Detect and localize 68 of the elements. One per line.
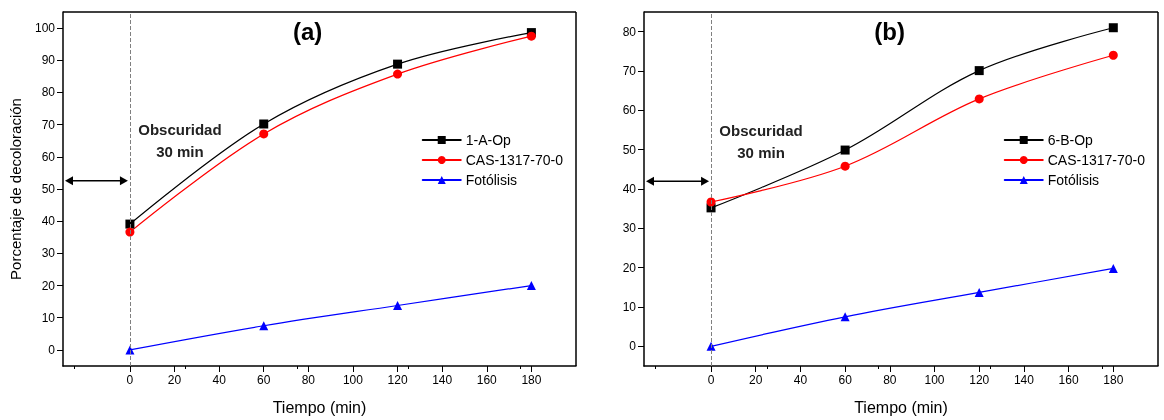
point — [1108, 23, 1118, 33]
y-tick-label: 40 — [622, 182, 637, 196]
legend-label: CAS-1317-70-0 — [1047, 152, 1146, 168]
point — [974, 94, 984, 104]
point — [393, 59, 403, 69]
x-tick-label: 20 — [749, 373, 763, 387]
y-tick-label: 0 — [629, 339, 637, 354]
x-tick-label: 160 — [1058, 373, 1079, 387]
point — [840, 161, 850, 171]
x-tick-label: 80 — [883, 373, 897, 387]
x-tick-label: 20 — [167, 373, 182, 387]
y-tick-label: 50 — [622, 142, 637, 157]
x-tick-label: 80 — [301, 373, 316, 387]
y-tick-label: 40 — [41, 214, 56, 229]
y-tick-label: 70 — [622, 64, 637, 78]
x-tick-label: 60 — [838, 373, 853, 387]
y-tick-label: 30 — [622, 221, 637, 236]
chart-title: (b) — [874, 17, 905, 45]
x-tick-label: 140 — [1013, 373, 1035, 387]
y-tick-label: 20 — [622, 260, 637, 275]
y-tick-label: 70 — [41, 117, 56, 132]
point — [259, 129, 269, 139]
point — [393, 301, 403, 310]
x-tick-label: 40 — [793, 373, 808, 387]
point — [840, 145, 850, 155]
y-tick-label: 80 — [622, 24, 637, 39]
annotation: Obscuridad 30 min — [719, 121, 803, 161]
annotation: Obscuridad 30 min — [138, 121, 222, 161]
legend-label: Fotólisis — [465, 172, 518, 188]
point — [1108, 263, 1118, 273]
x-tick-label: 100 — [924, 373, 945, 387]
x-tick-label: 40 — [212, 373, 227, 387]
point — [393, 69, 403, 79]
x-axis-title: Tiempo (min) — [272, 398, 367, 416]
y-tick-label: 60 — [622, 103, 637, 118]
legend-label: Fotólisis — [1047, 172, 1100, 188]
x-tick-label: 120 — [969, 373, 990, 387]
x-tick-label: 160 — [476, 373, 498, 387]
point — [974, 287, 984, 297]
y-tick-label: 10 — [41, 310, 56, 325]
legend-label: 1-A-Op — [465, 132, 512, 148]
legend-label: 6-B-Op — [1047, 132, 1094, 148]
y-tick-label: 0 — [48, 342, 56, 357]
y-tick-label: 60 — [41, 149, 56, 164]
y-tick-label: 100 — [34, 21, 56, 36]
x-tick-label: 180 — [521, 373, 542, 387]
x-tick-label: 0 — [707, 373, 715, 387]
point — [526, 281, 536, 291]
x-tick-label: 120 — [387, 373, 408, 387]
y-tick-label: 90 — [41, 53, 56, 68]
point — [125, 227, 135, 237]
y-tick-label: 10 — [622, 300, 637, 314]
x-tick-label: 140 — [432, 373, 453, 387]
y-tick-label: 50 — [41, 182, 56, 196]
point — [974, 66, 984, 76]
x-tick-label: 100 — [342, 373, 364, 387]
y-tick-label: 30 — [41, 246, 56, 261]
x-tick-label: 180 — [1103, 373, 1124, 387]
legend-label: CAS-1317-70-0 — [465, 152, 564, 168]
x-tick-label: 0 — [126, 373, 134, 387]
y-tick-label: 80 — [41, 85, 56, 100]
y-tick-label: 20 — [41, 278, 56, 293]
x-tick-label: 60 — [257, 373, 271, 387]
y-axis-title: Porcentaje de decoloración — [7, 98, 24, 280]
point — [259, 119, 269, 129]
x-axis-title: Tiempo (min) — [854, 398, 948, 416]
chart-title: (a) — [292, 17, 323, 45]
point — [1108, 50, 1118, 60]
